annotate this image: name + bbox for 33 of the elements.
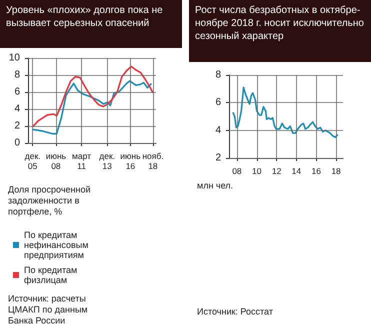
- x-tick-label: 18: [331, 166, 342, 176]
- y-tick-label: 4: [215, 124, 222, 136]
- y-tick-label: 8: [14, 70, 20, 80]
- legend-label: По кредитам нефинансовым предприятиям: [24, 230, 91, 260]
- line-series: [32, 80, 152, 134]
- text: Источник: расчеты ЦМАКП по данным Банка России: [8, 294, 90, 325]
- x-tick-label: июнь 08: [46, 151, 67, 171]
- x-tick-label: 14: [292, 166, 302, 176]
- y-tick-label: 0: [14, 138, 20, 148]
- y-axis-title: млн чел.: [197, 180, 234, 190]
- x-tick-label: 16: [312, 166, 322, 176]
- x-tick-label: 10: [252, 166, 262, 176]
- y-tick-label: 2: [14, 120, 20, 132]
- line-series: [232, 86, 339, 138]
- x-tick-label: март 11: [72, 151, 92, 171]
- y-tick-label: 4: [14, 104, 20, 114]
- y-tick-label: 6: [14, 86, 20, 98]
- x-tick-label: дек. 13: [99, 151, 116, 171]
- x-axis-title: Доля просроченной задолженности в портфеле, %: [8, 184, 93, 216]
- x-tick-label: 08: [232, 166, 242, 176]
- y-tick-label: 10: [8, 52, 20, 64]
- x-tick-label: дек. 05: [24, 151, 41, 171]
- x-tick-label: 12: [272, 166, 282, 176]
- x-tick-label: нояб. 18: [142, 151, 164, 171]
- line-series: [32, 66, 154, 128]
- y-tick-label: 6: [215, 97, 222, 108]
- chart-title: Уровень «плохих» долгов пока не вызывает серьезных опасений: [0, 0, 182, 48]
- chart-title: Рост числа безработных в октябре-ноябре 2018 г. носит исключительно сезонный характер: [189, 0, 371, 62]
- y-tick-label: 2: [215, 152, 222, 164]
- x-tick-label: июнь 16: [120, 151, 142, 171]
- text: Источник: Росстат: [197, 306, 273, 316]
- y-tick-label: 8: [215, 70, 222, 80]
- legend-label: По кредитам физлицам: [24, 265, 80, 285]
